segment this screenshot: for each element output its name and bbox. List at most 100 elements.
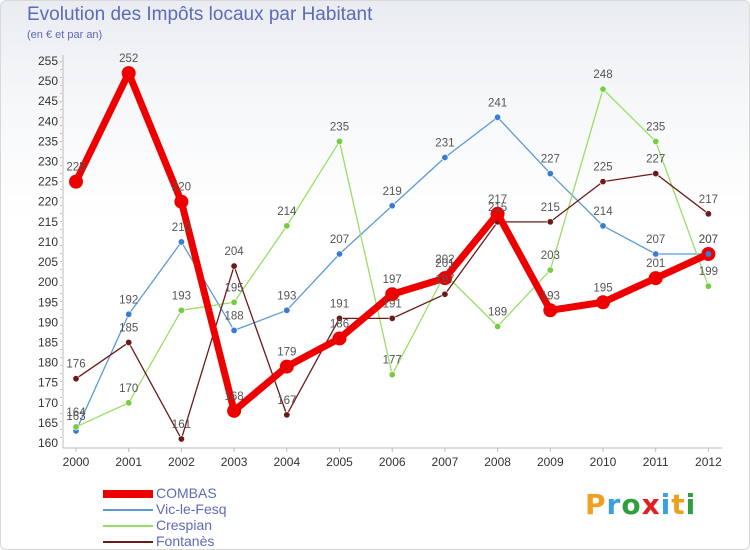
y-tick-label: 255 (38, 54, 58, 68)
data-point (441, 154, 449, 162)
x-tick-label: 2000 (63, 455, 90, 469)
data-label: 252 (119, 53, 138, 65)
data-point (72, 375, 80, 383)
data-label: 177 (383, 355, 402, 367)
legend-label: Crespian (156, 517, 213, 533)
data-labels: 163 192 210 188 193 207 219 231 241 227 214 207 207 1… (66, 53, 718, 431)
legend-label: Fontanès (156, 533, 215, 549)
legend-label: Vic-le-Fesq (156, 501, 227, 517)
x-tick-label: 2005 (326, 455, 353, 469)
data-label: 248 (593, 69, 612, 81)
data-point (385, 287, 400, 302)
x-tick-label: 2009 (537, 455, 564, 469)
legend-swatch (103, 490, 153, 498)
legend-swatch (103, 509, 153, 511)
data-point (283, 306, 291, 314)
y-tick-label: 180 (38, 356, 58, 370)
data-label: 202 (435, 254, 454, 266)
legend-swatch (103, 541, 153, 543)
data-label: 193 (541, 290, 560, 302)
x-tick-label: 2012 (695, 455, 722, 469)
x-tick-label: 2010 (590, 455, 617, 469)
data-point (652, 250, 660, 258)
data-point (121, 66, 136, 81)
data-label: 161 (172, 419, 191, 431)
data-point (704, 282, 712, 290)
data-label: 185 (119, 322, 138, 334)
data-point (441, 290, 449, 298)
ticks: 160 165 170 175 180 185 190 195 200 205 210 215 220 2… (38, 54, 722, 469)
data-point (388, 371, 396, 379)
data-point (177, 435, 185, 443)
data-label: 197 (383, 274, 402, 286)
data-label: 207 (330, 234, 349, 246)
data-label: 235 (646, 121, 665, 133)
y-tick-label: 250 (38, 74, 58, 88)
x-tick-label: 2008 (484, 455, 511, 469)
x-tick-label: 2003 (221, 455, 248, 469)
data-point (279, 359, 294, 374)
axes (60, 55, 723, 449)
data-point (704, 210, 712, 218)
data-point (283, 222, 291, 230)
data-label: 219 (383, 186, 402, 198)
data-label: 164 (66, 407, 86, 419)
data-point (437, 271, 452, 286)
data-label: 176 (66, 359, 85, 371)
x-tick-label: 2004 (273, 455, 300, 469)
data-label: 207 (646, 234, 665, 246)
x-tick-label: 2002 (168, 455, 195, 469)
data-point (230, 262, 238, 270)
brand-letter: i (685, 488, 697, 521)
data-label: 207 (699, 234, 718, 246)
data-label: 214 (277, 206, 297, 218)
data-point (599, 222, 607, 230)
y-tick-label: 190 (38, 315, 58, 329)
data-point (599, 178, 607, 186)
brand-letter: x (641, 488, 661, 521)
y-tick-label: 235 (38, 134, 58, 148)
data-point (332, 331, 347, 346)
y-tick-label: 175 (38, 376, 58, 390)
data-point (230, 298, 238, 306)
data-point (546, 170, 554, 178)
data-label: 163 (66, 411, 85, 423)
data-label: 199 (699, 266, 718, 278)
data-point (335, 250, 343, 258)
data-point (652, 137, 660, 145)
data-point (494, 113, 502, 121)
x-tick-label: 2006 (379, 455, 406, 469)
y-tick-label: 185 (38, 335, 58, 349)
brand-letter: o (621, 488, 642, 521)
data-label: 189 (488, 306, 507, 318)
y-tick-label: 230 (38, 155, 58, 169)
y-tick-label: 225 (38, 175, 58, 189)
chart-title: Evolution des Impôts locaux par Habitant (27, 4, 373, 25)
data-point (230, 326, 238, 334)
data-label: 225 (66, 162, 85, 174)
data-point (283, 411, 291, 419)
data-point (177, 306, 185, 314)
x-tick-label: 2011 (643, 455, 669, 469)
data-point (174, 194, 189, 209)
data-label: 215 (488, 202, 507, 214)
data-label: 227 (541, 154, 560, 166)
data-label: 186 (330, 318, 349, 330)
data-label: 191 (330, 298, 349, 310)
data-point (72, 423, 80, 431)
data-point (125, 399, 133, 407)
data-point (596, 295, 610, 310)
data-point (648, 271, 663, 286)
data-point (227, 403, 242, 418)
x-tick-label: 2007 (432, 455, 459, 469)
data-label: 204 (225, 246, 245, 258)
data-label: 215 (541, 202, 560, 214)
data-point (652, 170, 660, 178)
brand-letter: i (660, 488, 672, 521)
brand-letter: t (671, 488, 686, 521)
data-label: 188 (225, 310, 244, 322)
chart-subtitle: (en € et par an) (27, 29, 103, 41)
data-label: 201 (646, 258, 665, 270)
x-tick-label: 2001 (115, 455, 142, 469)
data-label: 220 (172, 182, 191, 194)
